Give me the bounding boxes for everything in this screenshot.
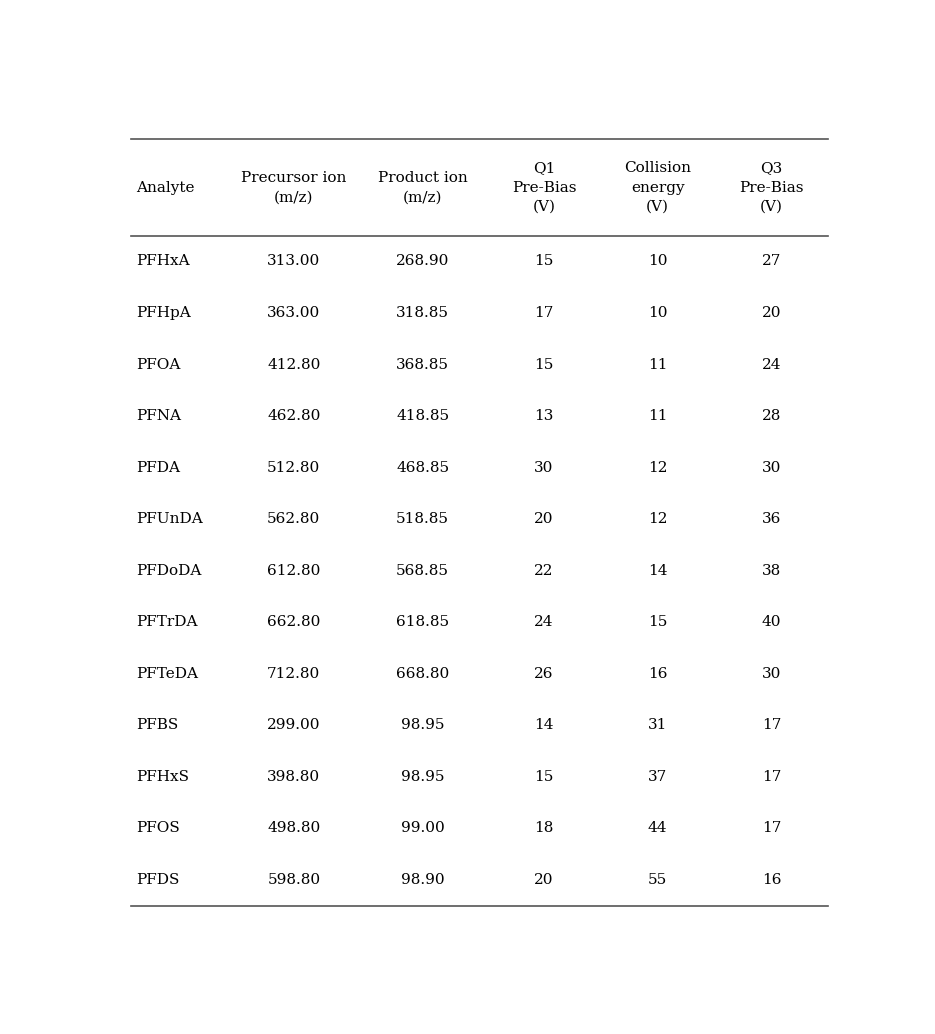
Text: 15: 15 <box>534 358 554 371</box>
Text: 98.95: 98.95 <box>401 769 444 784</box>
Text: Product ion
(m/z): Product ion (m/z) <box>378 171 468 205</box>
Text: PFTeDA: PFTeDA <box>136 667 198 680</box>
Text: 299.00: 299.00 <box>267 719 321 732</box>
Text: 26: 26 <box>534 667 554 680</box>
Text: 30: 30 <box>762 667 781 680</box>
Text: 418.85: 418.85 <box>396 409 450 423</box>
Text: PFHxS: PFHxS <box>136 769 189 784</box>
Text: 462.80: 462.80 <box>267 409 321 423</box>
Text: Q1
Pre-Bias
(V): Q1 Pre-Bias (V) <box>511 161 576 214</box>
Text: PFUnDA: PFUnDA <box>136 512 203 526</box>
Text: Analyte: Analyte <box>136 181 194 194</box>
Text: Precursor ion
(m/z): Precursor ion (m/z) <box>241 171 347 205</box>
Text: 712.80: 712.80 <box>267 667 321 680</box>
Text: 268.90: 268.90 <box>396 254 450 269</box>
Text: 12: 12 <box>648 512 668 526</box>
Text: 22: 22 <box>534 564 554 578</box>
Text: 568.85: 568.85 <box>396 564 449 578</box>
Text: 98.90: 98.90 <box>401 873 444 887</box>
Text: 618.85: 618.85 <box>396 615 450 630</box>
Text: 10: 10 <box>648 254 668 269</box>
Text: 20: 20 <box>534 512 554 526</box>
Text: 412.80: 412.80 <box>267 358 321 371</box>
Text: 10: 10 <box>648 306 668 321</box>
Text: 37: 37 <box>648 769 668 784</box>
Text: 518.85: 518.85 <box>396 512 449 526</box>
Text: PFOA: PFOA <box>136 358 180 371</box>
Text: 398.80: 398.80 <box>267 769 321 784</box>
Text: 55: 55 <box>648 873 668 887</box>
Text: 498.80: 498.80 <box>267 821 321 835</box>
Text: PFHpA: PFHpA <box>136 306 191 321</box>
Text: 15: 15 <box>534 769 554 784</box>
Text: 16: 16 <box>762 873 782 887</box>
Text: PFDS: PFDS <box>136 873 180 887</box>
Text: 11: 11 <box>648 358 668 371</box>
Text: Q3
Pre-Bias
(V): Q3 Pre-Bias (V) <box>740 161 804 214</box>
Text: 313.00: 313.00 <box>267 254 321 269</box>
Text: 24: 24 <box>762 358 782 371</box>
Text: 12: 12 <box>648 460 668 475</box>
Text: 363.00: 363.00 <box>267 306 321 321</box>
Text: 31: 31 <box>648 719 668 732</box>
Text: 20: 20 <box>534 873 554 887</box>
Text: PFNA: PFNA <box>136 409 180 423</box>
Text: PFTrDA: PFTrDA <box>136 615 197 630</box>
Text: 30: 30 <box>534 460 554 475</box>
Text: 17: 17 <box>762 821 781 835</box>
Text: 318.85: 318.85 <box>396 306 449 321</box>
Text: 15: 15 <box>534 254 554 269</box>
Text: 18: 18 <box>534 821 554 835</box>
Text: 17: 17 <box>534 306 554 321</box>
Text: 662.80: 662.80 <box>267 615 321 630</box>
Text: 17: 17 <box>762 719 781 732</box>
Text: 36: 36 <box>762 512 781 526</box>
Text: PFBS: PFBS <box>136 719 178 732</box>
Text: 40: 40 <box>762 615 782 630</box>
Text: 11: 11 <box>648 409 668 423</box>
Text: 20: 20 <box>762 306 782 321</box>
Text: 598.80: 598.80 <box>267 873 321 887</box>
Text: Collision
energy
(V): Collision energy (V) <box>625 161 691 214</box>
Text: 468.85: 468.85 <box>396 460 450 475</box>
Text: PFHxA: PFHxA <box>136 254 190 269</box>
Text: 30: 30 <box>762 460 781 475</box>
Text: 14: 14 <box>648 564 668 578</box>
Text: 24: 24 <box>534 615 554 630</box>
Text: 27: 27 <box>762 254 781 269</box>
Text: 612.80: 612.80 <box>267 564 321 578</box>
Text: 15: 15 <box>648 615 668 630</box>
Text: 368.85: 368.85 <box>396 358 449 371</box>
Text: 38: 38 <box>762 564 781 578</box>
Text: 512.80: 512.80 <box>267 460 321 475</box>
Text: 17: 17 <box>762 769 781 784</box>
Text: 562.80: 562.80 <box>267 512 321 526</box>
Text: 99.00: 99.00 <box>401 821 444 835</box>
Text: 668.80: 668.80 <box>396 667 450 680</box>
Text: 13: 13 <box>534 409 554 423</box>
Text: 98.95: 98.95 <box>401 719 444 732</box>
Text: 28: 28 <box>762 409 781 423</box>
Text: PFOS: PFOS <box>136 821 180 835</box>
Text: 16: 16 <box>648 667 668 680</box>
Text: 44: 44 <box>648 821 668 835</box>
Text: 14: 14 <box>534 719 554 732</box>
Text: PFDA: PFDA <box>136 460 180 475</box>
Text: PFDoDA: PFDoDA <box>136 564 201 578</box>
